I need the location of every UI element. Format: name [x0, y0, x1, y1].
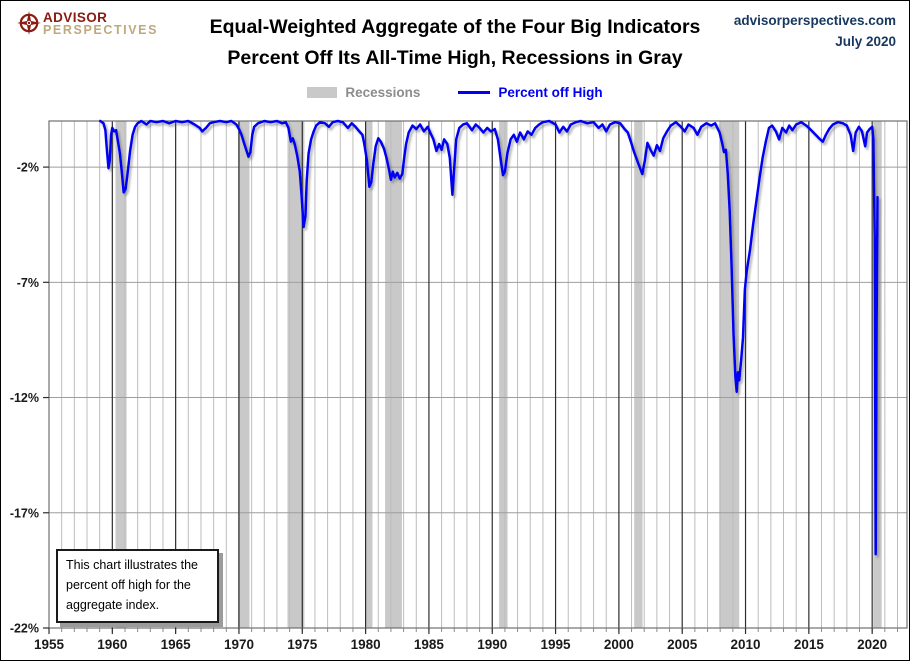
compass-rose-icon — [17, 11, 41, 35]
x-axis-label: 2010 — [731, 637, 761, 652]
recession-band — [115, 121, 127, 628]
recession-band — [287, 121, 305, 628]
title-line-2: Percent Off Its All-Time High, Recession… — [227, 47, 683, 69]
x-axis-label: 1995 — [541, 637, 572, 652]
legend-label-recessions: Recessions — [345, 85, 421, 100]
recession-swatch-icon — [307, 87, 338, 98]
y-axis-label: -7% — [17, 276, 39, 290]
x-axis-label: 1965 — [161, 637, 192, 652]
x-axis-label: 1985 — [414, 637, 445, 652]
y-axis-label: -12% — [10, 391, 39, 405]
y-axis-label: -2% — [17, 161, 39, 175]
advisor-perspectives-logo: ADVISOR PERSPECTIVES — [17, 10, 158, 36]
line-swatch-icon — [458, 91, 491, 94]
logo-advisor: ADVISOR — [43, 10, 108, 25]
x-axis-label: 1970 — [224, 637, 254, 652]
legend-item-recessions: Recessions — [307, 85, 420, 100]
x-axis-label: 1980 — [351, 637, 381, 652]
title-line-1: Equal-Weighted Aggregate of the Four Big… — [209, 16, 701, 38]
source-block: advisorperspectives.com July 2020 — [734, 10, 896, 52]
legend-label-percent-off-high: Percent off High — [498, 85, 603, 100]
source-date: July 2020 — [835, 34, 896, 49]
recession-band — [237, 121, 250, 628]
recession-band — [385, 121, 402, 628]
x-axis-label: 2020 — [857, 637, 887, 652]
page-title: Equal-Weighted Aggregate of the Four Big… — [1, 12, 909, 74]
annotation-line-3: aggregate index. — [66, 597, 160, 612]
x-axis-label: 1990 — [477, 637, 507, 652]
annotation-line-1: This chart illustrates the — [66, 558, 198, 572]
x-axis-label: 2015 — [794, 637, 825, 652]
x-axis-label: 2000 — [604, 637, 634, 652]
logo-perspectives: PERSPECTIVES — [43, 23, 159, 37]
x-axis-label: 1975 — [287, 637, 318, 652]
percent-off-high-line — [99, 119, 879, 556]
chart-legend: Recessions Percent off High — [1, 85, 909, 100]
legend-item-percent-off-high: Percent off High — [458, 85, 603, 100]
x-axis-label: 1955 — [34, 637, 65, 652]
recession-band — [499, 121, 508, 628]
y-axis-label: -22% — [10, 622, 39, 636]
plot-frame — [48, 120, 908, 629]
annotation-line-2: percent off high for the — [66, 577, 191, 592]
x-axis-label: 1960 — [97, 637, 127, 652]
x-axis-label: 2005 — [667, 637, 698, 652]
recession-band — [719, 121, 740, 628]
y-axis-label: -17% — [10, 506, 39, 520]
recession-band — [634, 121, 643, 628]
recession-band — [365, 121, 373, 628]
annotation-callout: This chart illustrates the percent off h… — [56, 549, 219, 624]
source-site: advisorperspectives.com — [733, 13, 896, 28]
logo-text: ADVISOR PERSPECTIVES — [43, 10, 159, 37]
